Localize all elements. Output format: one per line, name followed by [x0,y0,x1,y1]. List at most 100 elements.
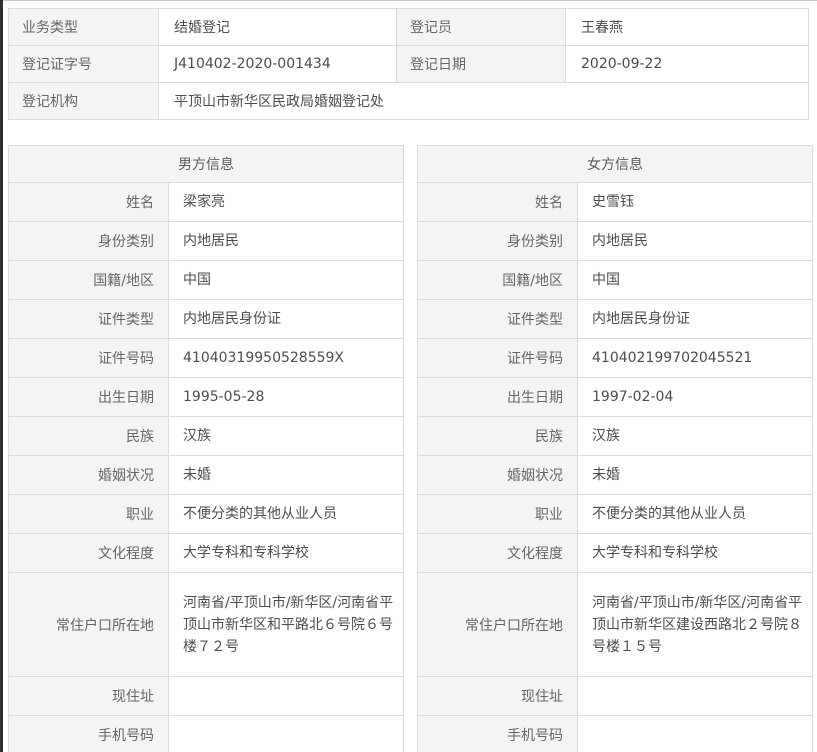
field-label: 出生日期 [8,377,169,417]
field-value: 内地居民 [577,221,813,261]
table-row: 手机号码 [417,715,813,752]
field-value: 史雪钰 [577,182,813,222]
table-row: 业务类型 结婚登记 登记员 王春燕 [8,8,809,46]
table-row: 常住户口所在地 河南省/平顶山市/新华区/河南省平顶山市新华区建设西路北２号院８号… [417,572,813,677]
table-header-row: 男方信息 [8,145,404,183]
table-row: 国籍/地区 中国 [417,260,813,300]
table-row: 职业 不便分类的其他从业人员 [417,494,813,534]
field-value: 410402199702045521 [577,338,813,378]
field-label: 登记员 [396,8,566,46]
field-label: 现住址 [417,676,578,716]
field-value [168,715,404,752]
table-row: 民族 汉族 [417,416,813,456]
field-value: 汉族 [577,416,813,456]
table-row: 登记证字号 J410402-2020-001434 登记日期 2020-09-2… [8,45,809,83]
table-row: 手机号码 [8,715,404,752]
table-row: 出生日期 1997-02-04 [417,377,813,417]
field-label: 民族 [417,416,578,456]
field-value: 1995-05-28 [168,377,404,417]
field-label: 证件号码 [8,338,169,378]
field-label: 出生日期 [417,377,578,417]
field-label: 证件类型 [8,299,169,339]
field-label: 国籍/地区 [417,260,578,300]
field-value: 中国 [168,260,404,300]
field-label: 民族 [8,416,169,456]
field-value: 内地居民身份证 [577,299,813,339]
female-info-title: 女方信息 [417,145,813,183]
field-value: 2020-09-22 [565,45,809,83]
table-row: 婚姻状况 未婚 [417,455,813,495]
field-value [577,715,813,752]
field-label: 现住址 [8,676,169,716]
table-row: 常住户口所在地 河南省/平顶山市/新华区/河南省平顶山市新华区和平路北６号院６号楼… [8,572,404,677]
table-row: 姓名 梁家亮 [8,182,404,222]
field-value: 河南省/平顶山市/新华区/河南省平顶山市新华区建设西路北２号院８号楼１５号 [577,572,813,677]
table-row: 证件号码 410402199702045521 [417,338,813,378]
field-label: 登记证字号 [8,45,159,83]
field-value: 未婚 [168,455,404,495]
field-label: 职业 [417,494,578,534]
field-label: 文化程度 [417,533,578,573]
field-label: 文化程度 [8,533,169,573]
field-value [577,676,813,716]
field-value: J410402-2020-001434 [158,45,397,83]
field-value: 41040319950528559X [168,338,404,378]
table-row: 证件号码 41040319950528559X [8,338,404,378]
field-label: 业务类型 [8,8,159,46]
field-label: 国籍/地区 [8,260,169,300]
field-value: 中国 [577,260,813,300]
table-row: 出生日期 1995-05-28 [8,377,404,417]
field-value: 未婚 [577,455,813,495]
field-value: 大学专科和专科学校 [577,533,813,573]
table-row: 现住址 [417,676,813,716]
field-label: 手机号码 [417,715,578,752]
field-label: 常住户口所在地 [8,572,169,677]
field-label: 婚姻状况 [8,455,169,495]
table-row: 证件类型 内地居民身份证 [8,299,404,339]
field-label: 登记机构 [8,82,159,120]
table-row: 文化程度 大学专科和专科学校 [417,533,813,573]
field-label: 职业 [8,494,169,534]
field-label: 常住户口所在地 [417,572,578,677]
field-label: 身份类别 [417,221,578,261]
page-left-border [0,0,3,752]
male-info-title: 男方信息 [8,145,404,183]
field-value: 大学专科和专科学校 [168,533,404,573]
field-label: 身份类别 [8,221,169,261]
field-label: 证件号码 [417,338,578,378]
field-label: 姓名 [417,182,578,222]
table-row: 证件类型 内地居民身份证 [417,299,813,339]
table-row: 登记机构 平顶山市新华区民政局婚姻登记处 [8,82,809,120]
field-value: 结婚登记 [158,8,397,46]
table-row: 婚姻状况 未婚 [8,455,404,495]
table-row: 民族 汉族 [8,416,404,456]
table-row: 身份类别 内地居民 [417,221,813,261]
field-value [168,676,404,716]
field-label: 婚姻状况 [417,455,578,495]
female-info-table: 女方信息 姓名 史雪钰 身份类别 内地居民 国籍/地区 中国 证件类型 内地居民身份证 … [417,145,813,752]
table-row: 职业 不便分类的其他从业人员 [8,494,404,534]
field-value: 1997-02-04 [577,377,813,417]
field-value: 内地居民身份证 [168,299,404,339]
table-row: 姓名 史雪钰 [417,182,813,222]
field-label: 手机号码 [8,715,169,752]
page-top-border [0,0,817,1]
field-value: 王春燕 [565,8,809,46]
table-header-row: 女方信息 [417,145,813,183]
field-value: 平顶山市新华区民政局婚姻登记处 [158,82,809,120]
table-row: 身份类别 内地居民 [8,221,404,261]
field-value: 内地居民 [168,221,404,261]
table-row: 国籍/地区 中国 [8,260,404,300]
field-value: 汉族 [168,416,404,456]
field-value: 不便分类的其他从业人员 [168,494,404,534]
field-value: 河南省/平顶山市/新华区/河南省平顶山市新华区和平路北６号院６号楼７２号 [168,572,404,677]
field-label: 登记日期 [396,45,566,83]
field-value: 不便分类的其他从业人员 [577,494,813,534]
registration-summary-table: 业务类型 结婚登记 登记员 王春燕 登记证字号 J410402-2020-001… [8,8,809,120]
table-row: 现住址 [8,676,404,716]
male-info-table: 男方信息 姓名 梁家亮 身份类别 内地居民 国籍/地区 中国 证件类型 内地居民身份证 … [8,145,404,752]
field-label: 证件类型 [417,299,578,339]
table-row: 文化程度 大学专科和专科学校 [8,533,404,573]
field-value: 梁家亮 [168,182,404,222]
field-label: 姓名 [8,182,169,222]
